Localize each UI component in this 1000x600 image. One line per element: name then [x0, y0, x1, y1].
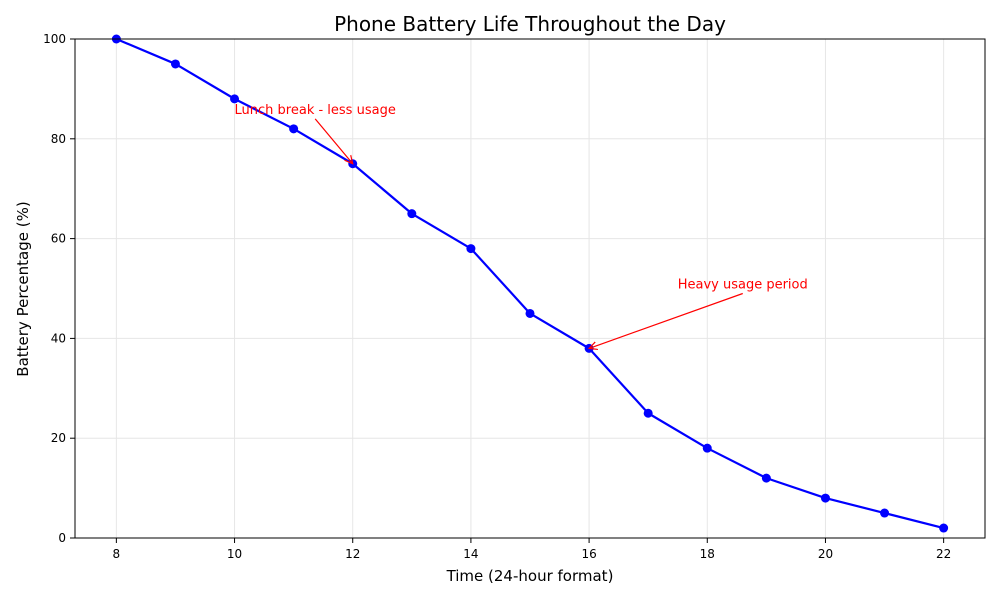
data-point [761, 473, 771, 483]
data-point [525, 308, 535, 318]
x-axis-label: Time (24-hour format) [446, 567, 614, 585]
x-axis-ticks: 8 10 12 14 16 18 20 22 [113, 538, 951, 561]
annotation-label: Lunch break - less usage [235, 103, 396, 118]
data-point [880, 508, 890, 518]
data-point [170, 59, 180, 69]
x-tick-label: 18 [700, 547, 715, 561]
y-axis-ticks: 0 20 40 60 80 100 [43, 32, 75, 545]
data-point [466, 244, 476, 254]
data-point [702, 443, 712, 453]
annotations: Lunch break - less usage Heavy usage peri… [235, 103, 808, 349]
data-point [643, 408, 653, 418]
y-tick-label: 100 [43, 32, 66, 46]
data-point [820, 493, 830, 503]
x-tick-label: 16 [581, 547, 596, 561]
chart-title: Phone Battery Life Throughout the Day [334, 12, 726, 36]
annotation-arrow [589, 292, 743, 349]
x-tick-label: 8 [113, 547, 121, 561]
data-point [407, 209, 417, 219]
plot-frame [74, 38, 986, 539]
y-tick-label: 40 [51, 331, 66, 345]
annotation-arrow [314, 118, 353, 164]
x-tick-label: 20 [818, 547, 833, 561]
data-point [289, 124, 299, 134]
y-tick-label: 20 [51, 431, 66, 445]
y-tick-label: 60 [51, 232, 66, 246]
y-tick-label: 80 [51, 132, 66, 146]
y-axis-label: Battery Percentage (%) [14, 201, 32, 376]
series-layer [111, 34, 949, 533]
x-tick-label: 22 [936, 547, 951, 561]
y-tick-label: 0 [58, 531, 66, 545]
x-tick-label: 10 [227, 547, 242, 561]
annotation-label: Heavy usage period [678, 278, 808, 293]
data-point [230, 94, 240, 104]
data-point [939, 523, 949, 533]
x-tick-label: 14 [463, 547, 478, 561]
gridlines [75, 38, 985, 539]
x-tick-label: 12 [345, 547, 360, 561]
